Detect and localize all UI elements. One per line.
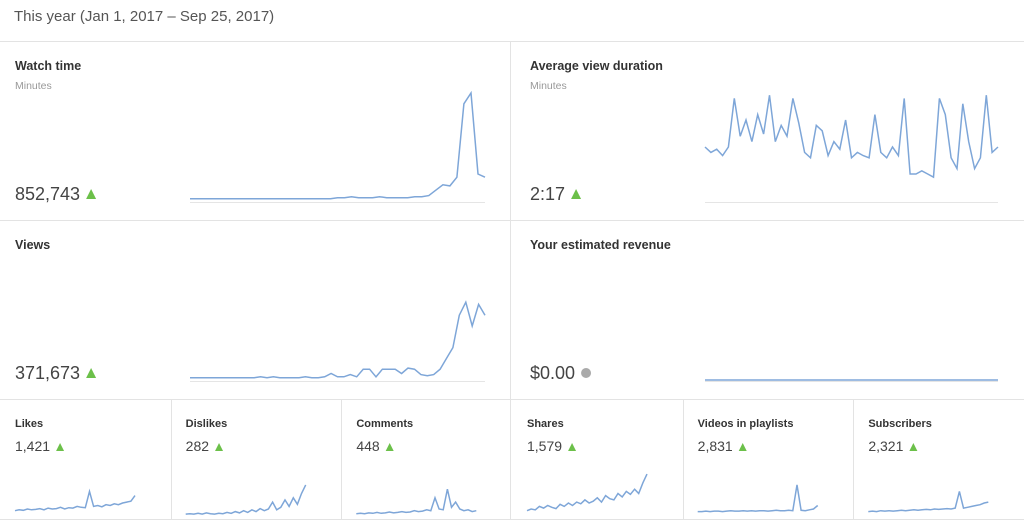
card-title: Dislikes [186,418,228,430]
card-title: Likes [15,418,43,430]
trend-up-icon [738,443,747,451]
sparkline [697,484,819,513]
sparkline [190,300,486,379]
trend-up-icon [909,443,918,451]
trend-up-icon [86,368,97,378]
sparkline [868,491,989,513]
card-value: 852,743 [15,184,80,204]
card-value: 282 [186,438,210,454]
card-subtitle: Minutes [530,80,567,92]
trend-up-icon [86,189,97,199]
card-value: 2:17 [530,184,565,204]
trend-up-icon [215,443,224,451]
card-title: Subscribers [868,418,932,430]
trend-up-icon [571,189,582,199]
trend-up-icon [385,443,394,451]
card-title: Average view duration [530,59,663,73]
sparkline [14,488,136,512]
card-value: 2,321 [868,438,903,454]
sparkline [356,489,477,515]
card-title: Views [15,238,50,252]
card-subtitle: Minutes [15,80,52,92]
card-title: Videos in playlists [698,418,794,430]
card-value: 2,831 [698,438,733,454]
trend-up-icon [568,443,577,451]
sparkline [190,90,486,200]
trend-flat-icon [581,368,592,378]
trend-up-icon [56,443,65,451]
card-value: 448 [356,438,380,454]
card-title: Watch time [15,59,81,73]
card-title: Your estimated revenue [530,238,671,252]
card-value: 1,421 [15,438,50,454]
period-title: This year (Jan 1, 2017 – Sep 25, 2017) [14,8,274,25]
sparkline [185,484,307,515]
card-value: 1,579 [527,438,562,454]
card-title: Comments [356,418,413,430]
card-value: $0.00 [530,363,575,383]
sparkline [704,95,999,179]
card-title: Shares [527,418,564,430]
sparkline [526,473,648,512]
card-value: 371,673 [15,363,80,383]
